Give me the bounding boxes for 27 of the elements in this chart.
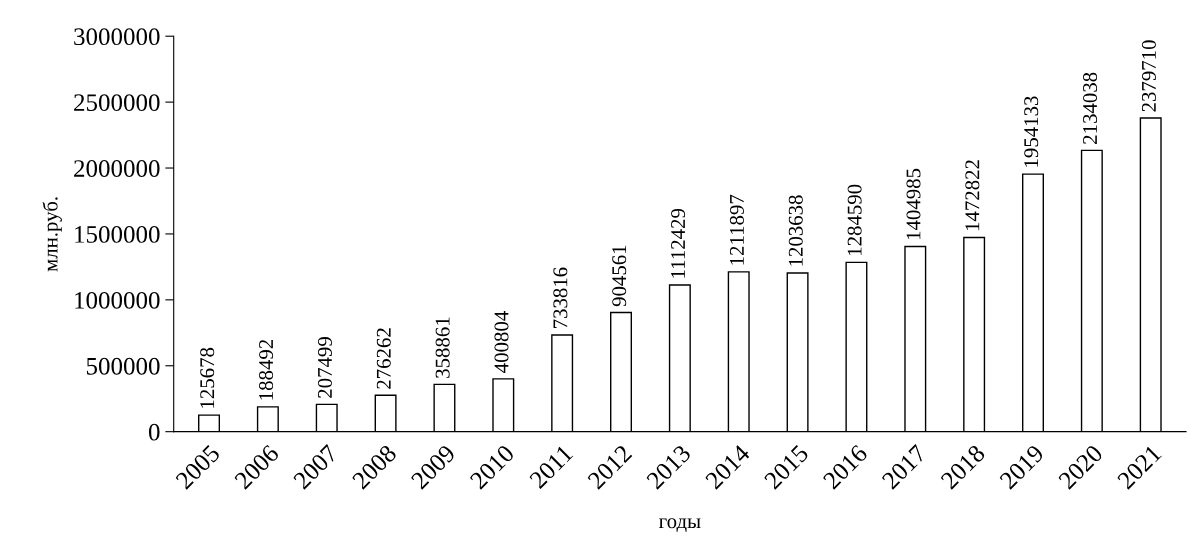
data-label: 1472822 bbox=[965, 160, 980, 231]
data-label: 1954133 bbox=[1024, 96, 1039, 167]
data-label: 358861 bbox=[435, 317, 450, 378]
y-tick-label: 0 bbox=[148, 423, 160, 441]
y-tick-label: 500000 bbox=[86, 357, 160, 375]
data-label: 1404985 bbox=[906, 168, 921, 240]
data-label: 733816 bbox=[553, 267, 568, 329]
x-tick-label: 2011 bbox=[528, 444, 574, 490]
data-label: 207499 bbox=[317, 337, 332, 398]
data-label: 2379710 bbox=[1141, 40, 1156, 112]
y-tick-label: 1000000 bbox=[75, 291, 160, 309]
data-label: 400804 bbox=[494, 311, 509, 373]
data-label: 904561 bbox=[612, 245, 627, 307]
y-tick-label: 2500000 bbox=[74, 94, 160, 112]
data-label: 276262 bbox=[376, 328, 391, 389]
data-label: 1112429 bbox=[671, 208, 686, 278]
data-label: 125678 bbox=[200, 347, 215, 408]
data-label: 1211897 bbox=[729, 194, 744, 265]
x-axis-title: годы bbox=[659, 518, 701, 533]
data-label: 1203638 bbox=[788, 195, 803, 266]
y-tick-label: 1500000 bbox=[75, 225, 160, 243]
data-label: 2134038 bbox=[1083, 72, 1098, 144]
data-label: 188492 bbox=[259, 339, 274, 400]
y-axis-title: млн.руб. bbox=[42, 197, 62, 272]
y-tick-label: 3000000 bbox=[74, 28, 160, 46]
y-tick-label: 2000000 bbox=[74, 160, 160, 177]
data-label: 1284590 bbox=[847, 184, 862, 255]
